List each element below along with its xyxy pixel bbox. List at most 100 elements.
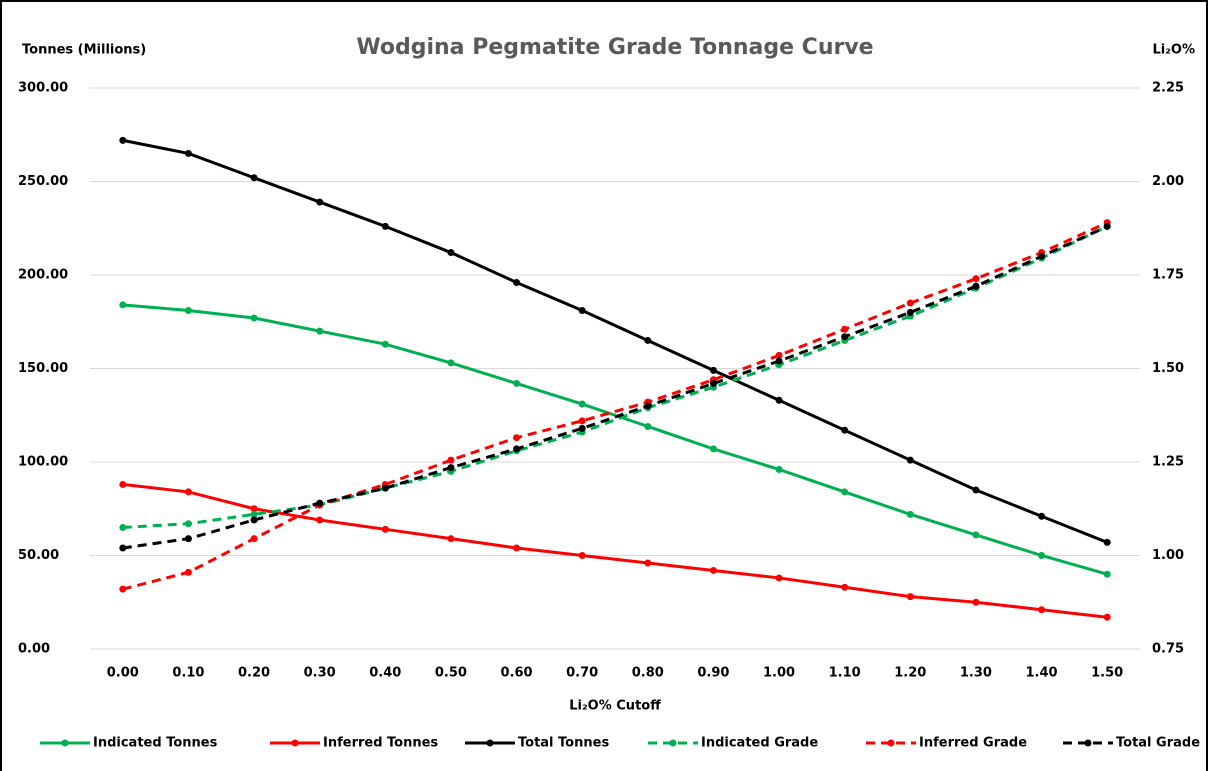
data-point — [841, 583, 849, 591]
data-point — [250, 505, 258, 513]
legend-label: Indicated Grade — [701, 736, 818, 751]
x-tick-label: 0.00 — [107, 666, 139, 681]
data-point — [1038, 552, 1046, 559]
legend-marker — [291, 739, 299, 747]
series-line — [122, 225, 1108, 529]
legend-label: Inferred Tonnes — [323, 736, 438, 751]
data-point — [709, 379, 717, 387]
data-point — [775, 357, 783, 365]
data-point — [906, 510, 914, 518]
y-tick-label: 300.00 — [18, 81, 68, 96]
x-tick-label: 0.90 — [697, 666, 729, 681]
data-point — [447, 456, 455, 464]
data-point — [250, 510, 258, 518]
y2-tick-label: 1.25 — [1152, 455, 1184, 470]
data-point — [447, 249, 455, 257]
data-point — [972, 486, 980, 494]
y2-tick-label: 2.00 — [1152, 174, 1184, 189]
data-point — [184, 488, 192, 496]
y-tick-label: 250.00 — [18, 174, 68, 189]
data-point — [972, 282, 980, 290]
x-axis-label: Li₂O% Cutoff — [569, 699, 661, 714]
data-point — [513, 434, 521, 442]
x-tick-label: 1.00 — [763, 666, 795, 681]
legend-marker — [669, 739, 677, 747]
data-point — [709, 445, 717, 453]
chart-title: Wodgina Pegmatite Grade Tonnage Curve — [356, 35, 873, 60]
data-point — [578, 552, 586, 559]
y-tick-label: 100.00 — [18, 455, 68, 470]
data-point — [578, 424, 586, 432]
x-tick-label: 1.20 — [894, 666, 926, 681]
data-point — [1103, 222, 1111, 230]
x-tick-label: 0.60 — [501, 666, 533, 681]
legend-label: Total Grade — [1116, 736, 1200, 751]
data-point — [578, 307, 586, 315]
x-tick-label: 0.40 — [369, 666, 401, 681]
data-point — [316, 499, 324, 507]
data-point — [381, 484, 389, 492]
data-point — [775, 465, 783, 473]
data-point — [119, 585, 127, 593]
data-point — [1038, 606, 1046, 614]
data-point — [841, 488, 849, 496]
data-point — [644, 559, 652, 567]
data-point — [644, 336, 652, 344]
data-point — [250, 174, 258, 182]
x-tick-label: 1.10 — [829, 666, 861, 681]
data-point — [906, 299, 914, 307]
series-line — [122, 225, 1108, 550]
y2-tick-label: 1.75 — [1152, 268, 1184, 283]
data-point — [644, 422, 652, 430]
data-point — [513, 379, 521, 387]
data-point — [644, 402, 652, 410]
legend-label: Total Tonnes — [518, 736, 609, 751]
data-point — [184, 520, 192, 528]
series-line — [122, 221, 1108, 591]
data-point — [381, 525, 389, 533]
data-point — [119, 301, 127, 309]
data-point — [1038, 512, 1046, 520]
x-tick-label: 1.30 — [960, 666, 992, 681]
legend-marker — [486, 739, 494, 747]
y2-tick-label: 1.00 — [1152, 548, 1184, 563]
legend-marker — [887, 739, 895, 747]
data-point — [1103, 613, 1111, 621]
data-point — [578, 400, 586, 408]
y-tick-label: 200.00 — [18, 268, 68, 283]
data-point — [447, 535, 455, 543]
series-line — [122, 138, 1108, 544]
x-tick-label: 1.40 — [1026, 666, 1058, 681]
data-point — [381, 340, 389, 348]
legend-marker — [61, 739, 69, 747]
x-tick-label: 0.70 — [566, 666, 598, 681]
x-tick-label: 0.20 — [238, 666, 270, 681]
y-tick-label: 150.00 — [18, 361, 68, 376]
data-point — [184, 307, 192, 315]
data-point — [906, 308, 914, 316]
data-point — [513, 278, 521, 286]
data-point — [841, 333, 849, 341]
data-point — [709, 566, 717, 574]
legend-label: Inferred Grade — [919, 736, 1027, 751]
x-tick-label: 0.80 — [632, 666, 664, 681]
y-tick-label: 0.00 — [18, 642, 50, 657]
data-point — [250, 535, 258, 543]
data-point — [119, 544, 127, 552]
series-line — [122, 303, 1108, 576]
data-point — [775, 351, 783, 359]
data-point — [972, 531, 980, 539]
data-point — [184, 568, 192, 576]
data-point — [184, 149, 192, 157]
y-tick-label: 50.00 — [18, 548, 59, 563]
y2-axis-label: Li₂O% — [1152, 43, 1195, 58]
legend-label: Indicated Tonnes — [93, 736, 218, 751]
y2-tick-label: 0.75 — [1152, 642, 1184, 657]
data-point — [381, 222, 389, 230]
data-point — [906, 593, 914, 601]
x-tick-label: 0.10 — [172, 666, 204, 681]
data-point — [1103, 538, 1111, 546]
data-point — [775, 396, 783, 404]
x-tick-label: 0.50 — [435, 666, 467, 681]
